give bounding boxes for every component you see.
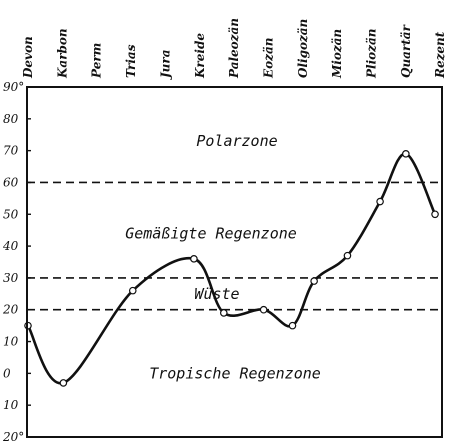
period-label: Eozän xyxy=(261,38,275,79)
data-point xyxy=(128,286,137,295)
period-label: Perm xyxy=(90,43,104,79)
period-label: Devon xyxy=(21,36,35,79)
data-point xyxy=(190,255,198,263)
plot-frame xyxy=(26,86,443,438)
y-tick-label: 20 xyxy=(2,303,19,317)
period-label: Quartär xyxy=(399,23,413,78)
y-axis: 90° 80 70 60 50 40 30 20 10 0 10 20° xyxy=(2,80,31,444)
period-label: Kreide xyxy=(193,33,207,79)
y-tick-label: 10 xyxy=(3,398,19,412)
data-point xyxy=(376,197,384,206)
period-label: Paleozän xyxy=(227,18,241,79)
period-label: Jura xyxy=(158,50,172,81)
zone-boundaries xyxy=(27,181,442,311)
y-tick-label: 30 xyxy=(3,271,19,285)
data-point xyxy=(219,309,228,317)
period-label: Trias xyxy=(124,44,138,78)
data-point xyxy=(310,277,318,285)
data-point xyxy=(431,210,439,219)
y-tick-label: 70 xyxy=(3,144,19,158)
y-tick-label: 10 xyxy=(3,335,19,349)
data-point xyxy=(288,321,297,330)
period-label: Karbon xyxy=(55,28,69,79)
period-label: Oligozän xyxy=(296,19,310,78)
data-points xyxy=(24,150,439,387)
period-label: Pliozän xyxy=(365,29,379,79)
data-point xyxy=(59,379,68,387)
y-tick-label: 20° xyxy=(2,430,24,444)
data-point xyxy=(402,150,410,158)
y-tick-label: 90° xyxy=(3,80,24,94)
y-tick-label: 80 xyxy=(3,112,19,126)
period-label: Miozän xyxy=(330,29,344,79)
y-tick-label: 60 xyxy=(3,175,19,189)
period-labels: Devon Karbon Perm Trias Jura Kreide Paleozän Eo… xyxy=(21,18,447,80)
y-tick-label: 0 xyxy=(3,366,11,380)
zone-label: Wüste xyxy=(194,285,239,303)
y-tick-label: 50 xyxy=(3,207,19,221)
data-point xyxy=(259,305,268,314)
latitude-curve xyxy=(26,152,437,385)
zone-label: Tropische Regenzone xyxy=(149,364,321,382)
data-point xyxy=(343,251,352,260)
zone-label: Polarzone xyxy=(196,132,277,150)
zone-labels: Polarzone Gemäßigte Regenzone Wüste Tropisc… xyxy=(125,132,321,382)
zone-label: Gemäßigte Regenzone xyxy=(125,224,297,242)
y-tick-label: 40 xyxy=(2,239,19,253)
period-label: Rezent xyxy=(433,31,447,79)
